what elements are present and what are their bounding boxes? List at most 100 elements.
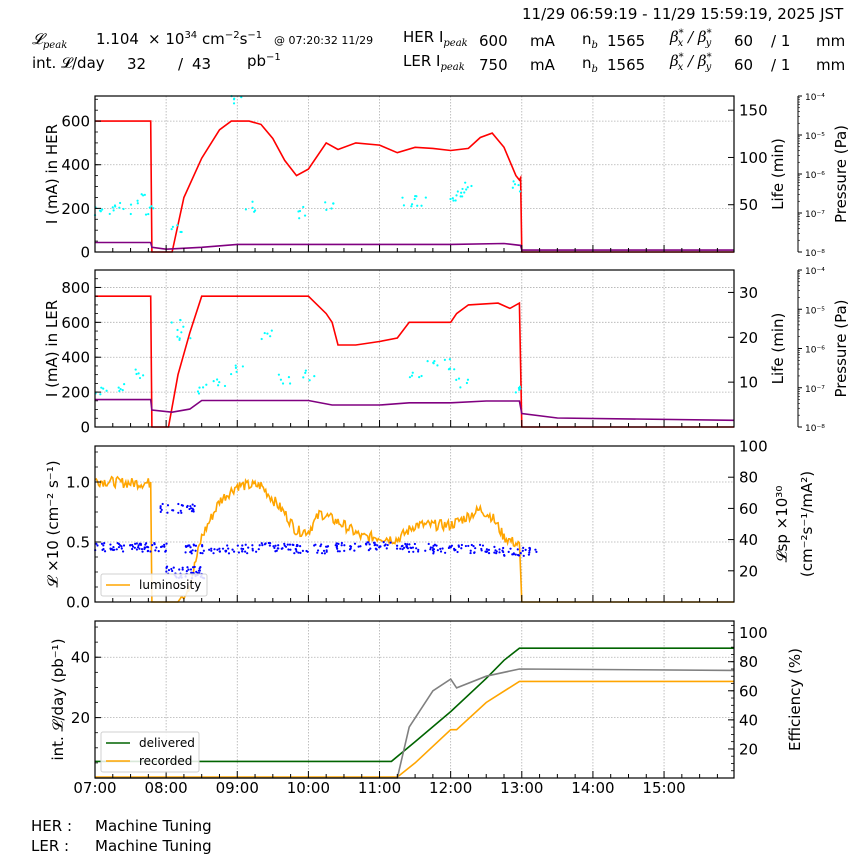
data-point xyxy=(165,566,168,569)
data-point xyxy=(512,180,515,183)
data-point xyxy=(420,374,423,378)
data-point xyxy=(103,542,106,545)
x-tick-label: 08:00 xyxy=(145,779,188,797)
data-point xyxy=(372,541,376,544)
data-point xyxy=(167,568,171,572)
data-point xyxy=(113,548,116,551)
data-point xyxy=(231,548,234,551)
x-tick-label: 14:00 xyxy=(571,779,614,797)
ler-nb-value: 1565 xyxy=(607,56,646,74)
data-point xyxy=(251,206,254,209)
data-point xyxy=(177,511,180,514)
data-point xyxy=(454,199,457,202)
plot-frame xyxy=(94,620,735,779)
data-point xyxy=(324,545,328,548)
data-point xyxy=(332,202,335,205)
y-right-axis-label: Life (min) xyxy=(769,138,787,210)
data-point xyxy=(242,547,245,551)
data-point xyxy=(131,547,134,551)
data-point xyxy=(179,319,182,322)
data-point xyxy=(518,190,522,193)
data-point xyxy=(161,502,164,506)
data-point xyxy=(105,389,108,392)
data-point xyxy=(274,544,277,547)
legend-box xyxy=(100,731,200,773)
ler-beta-x: 60 xyxy=(734,56,754,74)
data-point xyxy=(213,548,216,551)
series-line xyxy=(95,295,734,428)
data-point xyxy=(436,549,439,552)
time-range: 11/29 06:59:19 - 11/29 15:59:19, 2025 JS… xyxy=(522,5,844,23)
lpeak-value: 1.104 xyxy=(96,30,139,48)
data-point xyxy=(408,376,412,379)
data-point xyxy=(486,550,489,553)
data-point xyxy=(435,544,438,547)
data-point xyxy=(456,190,459,193)
data-point xyxy=(401,548,404,551)
data-point xyxy=(112,546,115,549)
data-point xyxy=(324,201,327,204)
data-point xyxy=(366,541,369,544)
data-point xyxy=(297,210,300,213)
data-point xyxy=(244,208,248,211)
data-point xyxy=(294,547,297,551)
data-point xyxy=(210,549,213,552)
data-point xyxy=(267,541,270,545)
data-point xyxy=(383,544,386,547)
data-point xyxy=(465,188,468,191)
data-point xyxy=(170,567,173,571)
data-point xyxy=(466,378,470,381)
ler-ipeak-unit: mA xyxy=(530,56,555,74)
data-point xyxy=(511,186,514,189)
data-point xyxy=(461,187,464,191)
data-point xyxy=(192,544,196,547)
data-point xyxy=(429,546,432,549)
data-point xyxy=(240,96,243,99)
data-point xyxy=(325,208,328,211)
data-point xyxy=(451,197,454,200)
x-tick-label: 09:00 xyxy=(216,779,259,797)
x-tick-label: 11:00 xyxy=(358,779,401,797)
data-point xyxy=(138,547,141,550)
y-tick-label: 0.0 xyxy=(66,594,90,612)
data-point xyxy=(279,378,283,381)
data-point xyxy=(467,544,470,548)
y-tick-label: 200 xyxy=(61,384,90,402)
data-point xyxy=(100,542,104,545)
data-point xyxy=(431,549,435,552)
data-point xyxy=(189,550,193,553)
data-point xyxy=(534,548,537,551)
data-point xyxy=(190,571,193,574)
data-point xyxy=(470,543,473,547)
data-point xyxy=(136,199,139,202)
data-point xyxy=(316,549,320,552)
data-point xyxy=(459,386,462,389)
data-point xyxy=(149,550,152,553)
data-point xyxy=(473,551,476,554)
data-point xyxy=(129,212,132,216)
data-point xyxy=(115,548,118,551)
data-point xyxy=(413,542,416,546)
data-point xyxy=(368,543,371,546)
data-point xyxy=(181,566,184,569)
data-point xyxy=(498,551,501,554)
y-axis-label: 𝓛 ×10 (cm⁻² s⁻¹) xyxy=(44,460,62,587)
data-point xyxy=(291,543,294,546)
data-point xyxy=(217,384,220,387)
y-tick-label: 1.0 xyxy=(66,474,90,492)
y-right-axis-label: 𝓛sp ×10³⁰ xyxy=(773,486,791,563)
data-point xyxy=(111,206,114,209)
data-point xyxy=(395,547,399,550)
data-point xyxy=(123,383,126,386)
data-point xyxy=(179,230,182,234)
data-point xyxy=(343,549,346,552)
y-right-tick-label: 10 xyxy=(739,374,758,392)
data-point xyxy=(181,568,184,571)
pressure-tick-label: 10⁻⁴ xyxy=(805,267,825,277)
data-point xyxy=(119,201,122,205)
data-point xyxy=(251,544,254,547)
intl-label: int. 𝓛/day xyxy=(32,54,105,72)
data-point xyxy=(191,507,194,510)
lpeak-unit: × 1034 cm−2s−1 xyxy=(148,30,263,48)
